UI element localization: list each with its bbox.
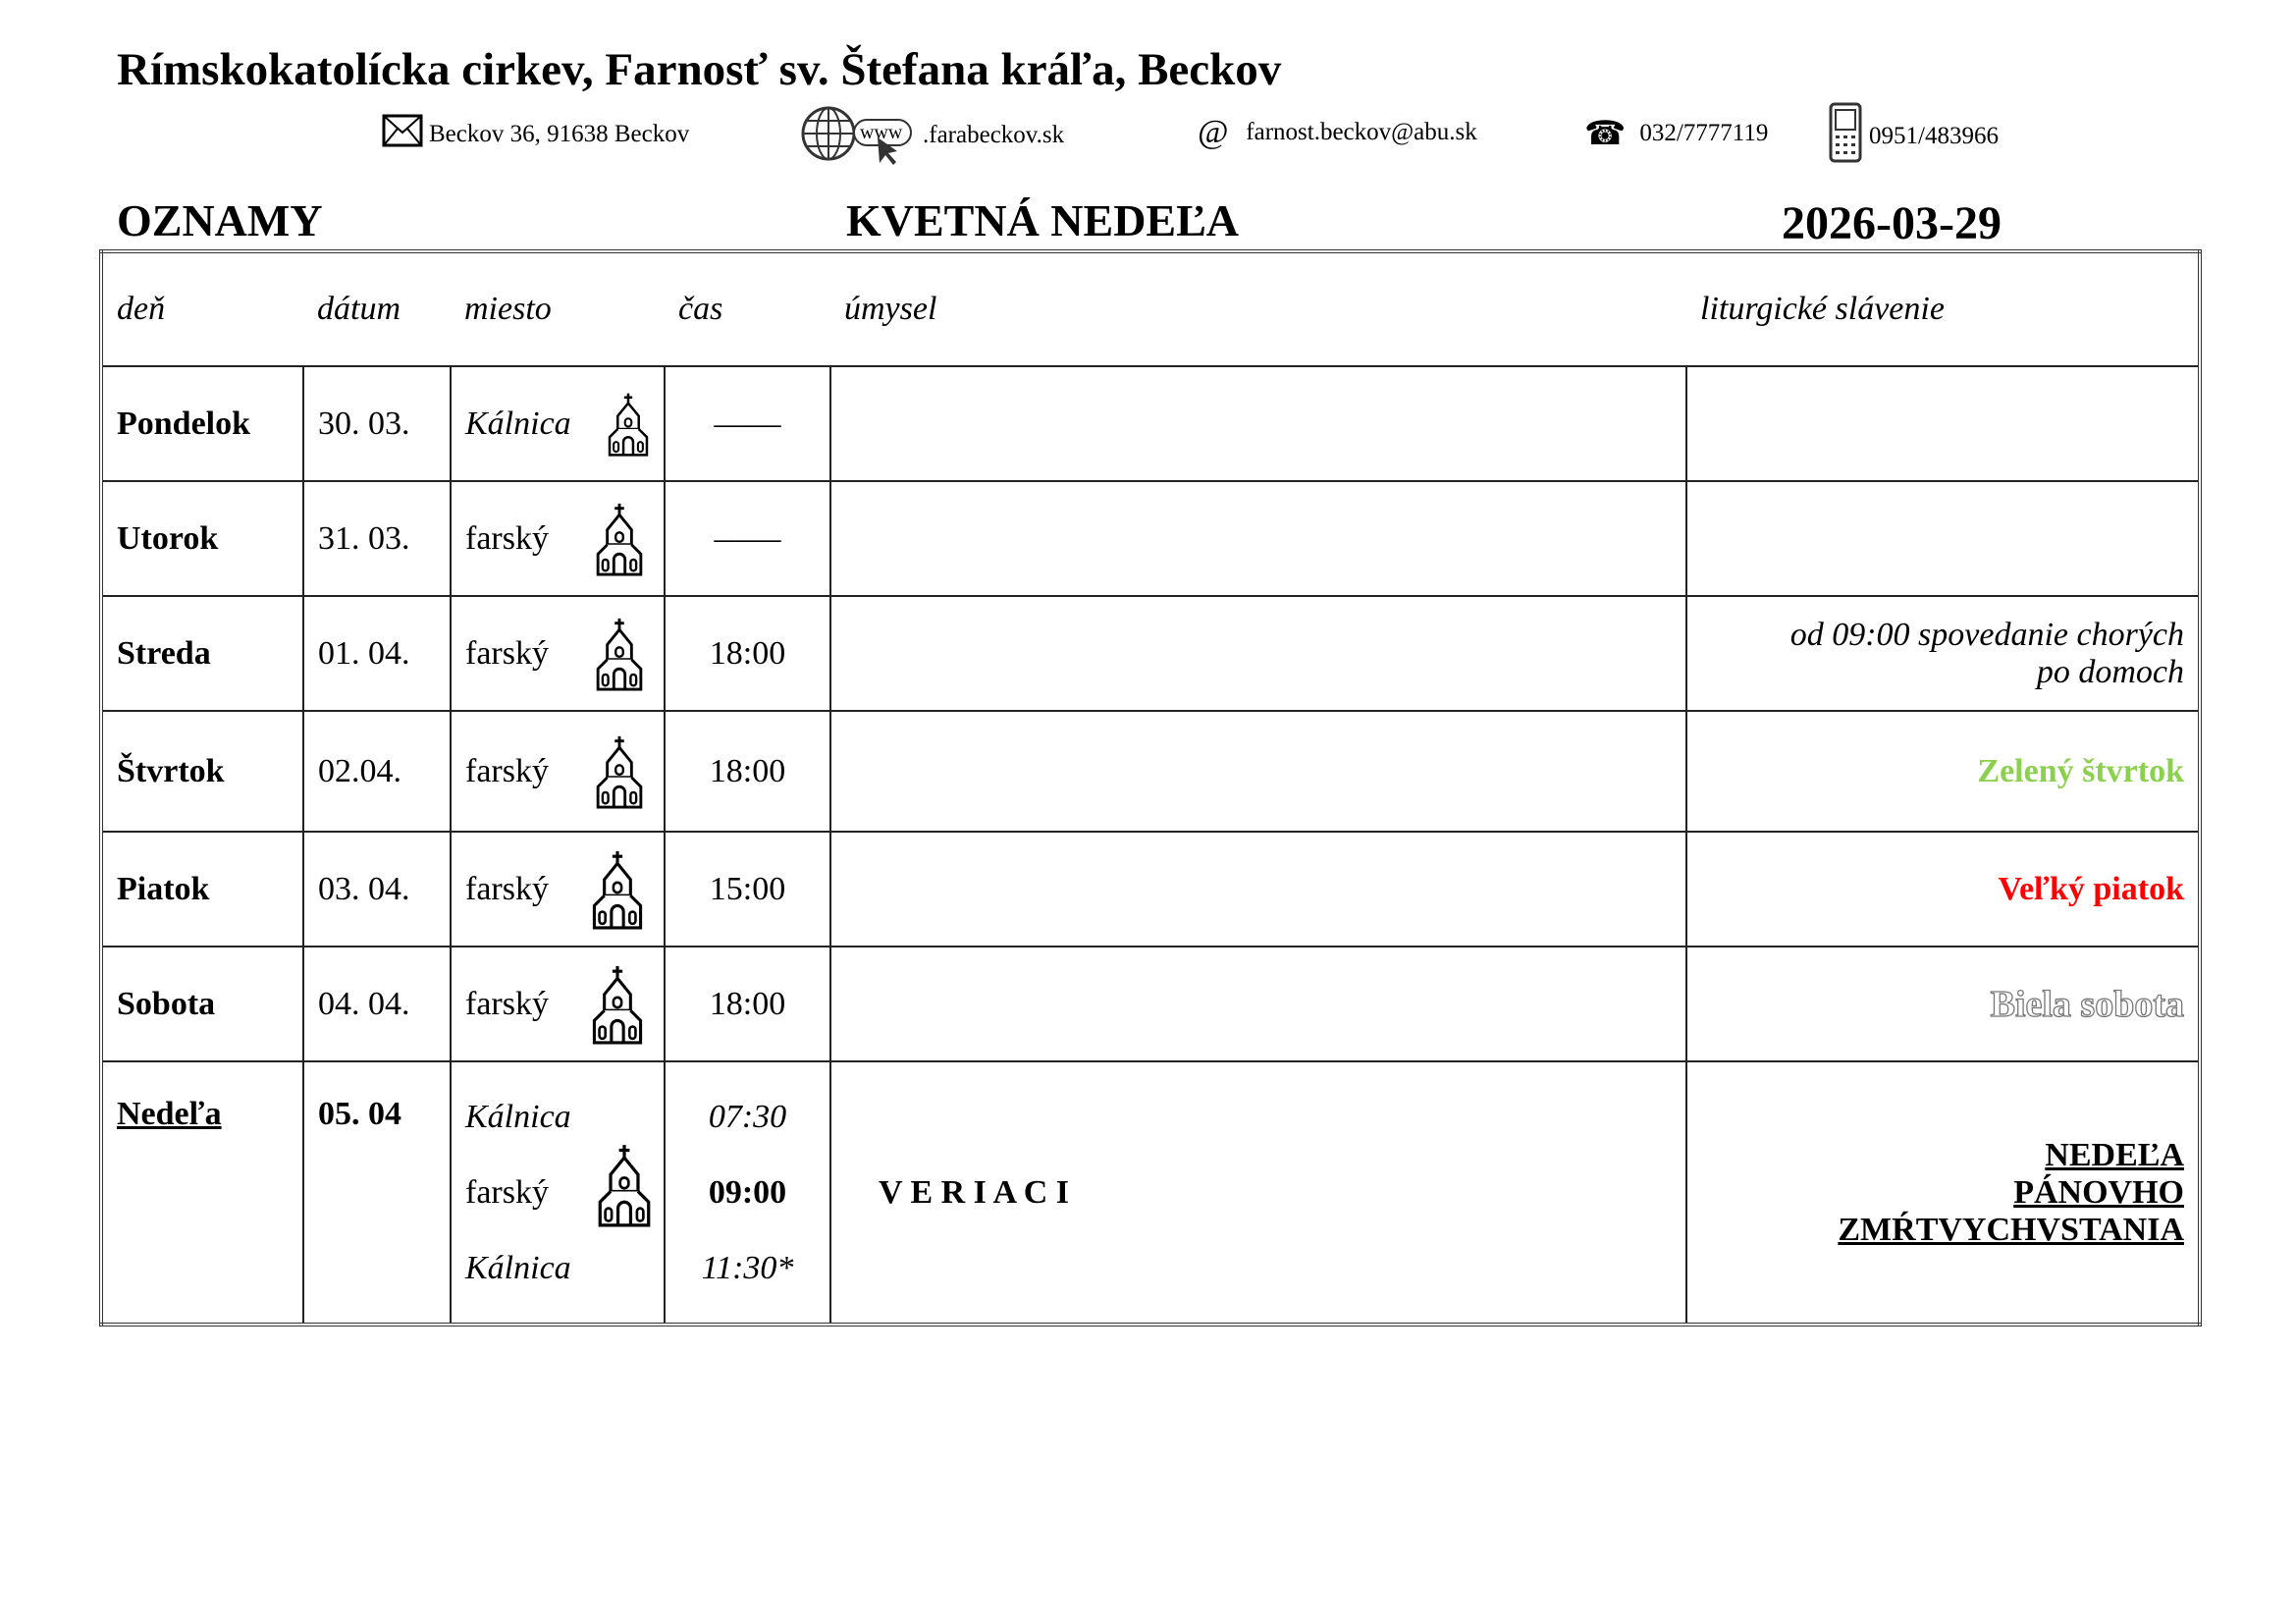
at-icon: @ [1198, 114, 1229, 150]
intention-cell [829, 710, 1687, 833]
table-row: Štvrtok 02.04. farský 18:00 Zelený štvrt… [100, 710, 2201, 833]
date-cell: 31. 03. [302, 480, 452, 597]
place-cell: farský [450, 831, 666, 947]
column-header-date: dátum [303, 250, 451, 367]
time-cell: 07:30 09:00 11:30* [664, 1060, 831, 1326]
intention-cell: V E R I A C I [829, 1060, 1687, 1326]
table-row: Piatok 03. 04. farský 15:00 Veľký piatok [100, 831, 2201, 947]
column-header-liturgy: liturgické slávenie [1686, 250, 2200, 367]
place-cell: Kálnica farský Kálnica [450, 1060, 666, 1326]
church-icon [585, 849, 650, 930]
contact-web[interactable]: www .farabeckov.sk [801, 106, 1064, 165]
date-cell: 30. 03. [302, 365, 452, 482]
announcements-table: deň dátum miesto čas úmysel liturgické s… [99, 249, 2202, 1326]
church-icon [585, 964, 650, 1045]
place-cell: farský [450, 710, 666, 833]
liturgy-cell: Veľký piatok [1685, 831, 2201, 947]
liturgy-cell: od 09:00 spovedanie chorých po domoch [1685, 595, 2201, 712]
time-cell: –––– [664, 365, 831, 482]
day-cell: Pondelok [100, 365, 304, 482]
date-cell: 01. 04. [302, 595, 452, 712]
day-cell: Streda [100, 595, 304, 712]
liturgy-cell: Zelený štvrtok [1685, 710, 2201, 833]
day-cell: Sobota [100, 946, 304, 1062]
day-cell: Piatok [100, 831, 304, 947]
date-cell: 03. 04. [302, 831, 452, 947]
church-icon [591, 1143, 658, 1227]
intention-cell [829, 480, 1687, 597]
intention-cell [829, 365, 1687, 482]
church-icon [589, 502, 650, 576]
chapel-icon [607, 392, 650, 457]
contact-mobile: 0951/483966 [1828, 102, 1999, 170]
day-cell: Štvrtok [100, 710, 304, 833]
place-cell: Kálnica [450, 365, 666, 482]
table-row: Utorok 31. 03. farský –––– [100, 480, 2201, 597]
liturgy-cell [1685, 365, 2201, 482]
day-cell: Utorok [100, 480, 304, 597]
church-icon [589, 617, 650, 691]
date-cell: 05. 04 [302, 1060, 452, 1326]
time-cell: 18:00 [664, 710, 831, 833]
liturgy-cell: NEDEĽA PÁNOVHO ZMŔTVYCHVSTANIA [1685, 1060, 2201, 1326]
contact-address: Beckov 36, 91638 Beckov [382, 114, 689, 154]
contact-phone: ☎ 032/7777119 [1584, 116, 1769, 152]
globe-www-icon: www [801, 106, 917, 165]
time-cell: 15:00 [664, 831, 831, 947]
table-header-row: deň dátum miesto čas úmysel liturgické s… [101, 250, 2200, 367]
date-cell: 02.04. [302, 710, 452, 833]
church-icon [589, 734, 650, 809]
time-cell: 18:00 [664, 946, 831, 1062]
liturgy-cell [1685, 480, 2201, 597]
contact-email[interactable]: @ farnost.beckov@abu.sk [1198, 114, 1477, 150]
table-row: Streda 01. 04. farský 18:00 od 09:00 spo… [100, 595, 2201, 712]
column-header-time: čas [665, 250, 830, 367]
envelope-icon [382, 114, 423, 154]
intention-cell [829, 831, 1687, 947]
section-title: OZNAMY [117, 195, 323, 245]
table-row: Pondelok 30. 03. Kálnica –––– [100, 365, 2201, 482]
column-header-intention: úmysel [830, 250, 1686, 367]
occasion-title: KVETNÁ NEDEĽA [846, 195, 1240, 245]
liturgy-cell: Biela sobota [1685, 946, 2201, 1062]
intention-cell [829, 595, 1687, 712]
table-row-sunday: Nedeľa 05. 04 Kálnica farský Kálnica 07:… [100, 1060, 2201, 1326]
time-cell: –––– [664, 480, 831, 597]
place-cell: farský [450, 946, 666, 1062]
telephone-icon: ☎ [1584, 116, 1627, 152]
time-cell: 18:00 [664, 595, 831, 712]
parish-title: Rímskokatolícka cirkev, Farnosť sv. Štef… [117, 44, 1282, 95]
column-header-place: miesto [451, 250, 665, 367]
place-cell: farský [450, 595, 666, 712]
column-header-day: deň [101, 250, 303, 367]
mobile-phone-icon [1828, 102, 1863, 170]
announcement-date: 2026-03-29 [1782, 197, 2002, 249]
day-cell: Nedeľa [100, 1060, 304, 1326]
table-row: Sobota 04. 04. farský 18:00 Biela sobota [100, 946, 2201, 1062]
place-cell: farský [450, 480, 666, 597]
intention-cell [829, 946, 1687, 1062]
date-cell: 04. 04. [302, 946, 452, 1062]
